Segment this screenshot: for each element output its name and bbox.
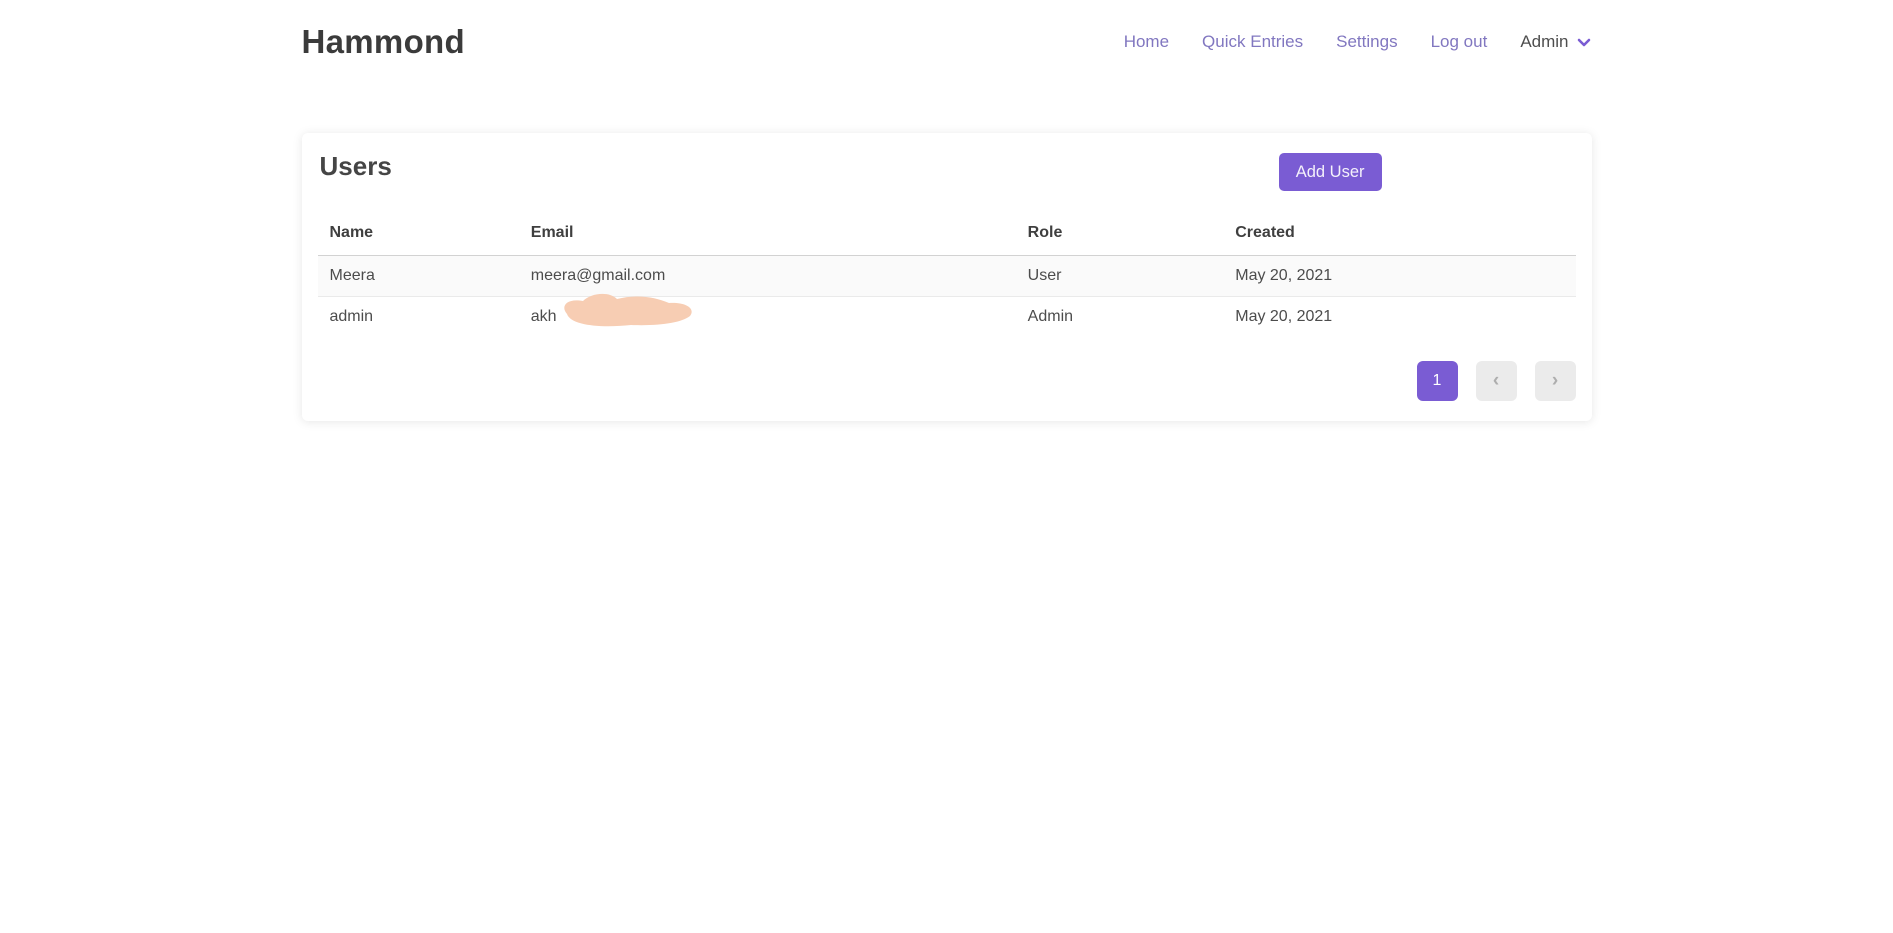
cell-created: May 20, 2021 [1235,308,1333,325]
user-dropdown-toggle[interactable]: Admin [1520,32,1591,52]
page-button-1[interactable]: 1 [1416,361,1458,401]
nav-item-home[interactable]: Home [1123,32,1170,51]
cell-name: admin [329,308,374,325]
nav-item-settings[interactable]: Settings [1336,32,1398,51]
column-header-email: Email [518,218,1016,256]
header-row: Name Email Role Created [317,218,1576,256]
chevron-down-icon [1576,34,1592,50]
previous-page-button[interactable]: ‹ [1475,361,1517,401]
user-dropdown-label: Admin [1520,32,1569,51]
next-page-button[interactable]: › [1534,361,1576,401]
page-container: Hammond Home Quick Entries Settings Log … [301,0,1592,421]
nav-item-logout[interactable]: Log out [1430,32,1488,51]
column-header-created: Created [1223,218,1576,256]
pagination: 1 ‹ › [318,361,1576,401]
cell-name: Meera [317,255,519,297]
users-card: Users Add User Name Email Role Created M… [301,133,1592,421]
brand-logo[interactable]: Hammond [301,23,465,60]
users-card-header: Users Add User [318,151,1576,191]
main-nav: Home Quick Entries Settings Log out Admi… [1124,32,1592,52]
users-table-body: Meera meera@gmail.com User May 20, 2021 … [317,255,1576,338]
table-row: admin akh Admin May 20, 2021 [318,293,1576,338]
cell-email: akh [519,293,1016,338]
column-header-name: Name [317,218,519,256]
cell-role: User [1015,255,1224,297]
nav-item-quick-entries[interactable]: Quick Entries [1202,32,1304,51]
cell-email-text: akh [530,308,557,325]
cell-created: May 20, 2021 [1223,255,1576,297]
users-table-head: Name Email Role Created [317,218,1576,256]
top-navbar: Hammond Home Quick Entries Settings Log … [302,0,1592,64]
table-row: Meera meera@gmail.com User May 20, 2021 [317,255,1576,297]
redaction-scribble [559,290,697,337]
column-header-role: Role [1015,218,1224,256]
page-title: Users [319,151,392,181]
add-user-button[interactable]: Add User [1278,153,1382,191]
cell-email: meera@gmail.com [518,255,1016,297]
cell-role: Admin [1027,308,1074,325]
users-table: Name Email Role Created Meera meera@gmai… [317,218,1576,338]
